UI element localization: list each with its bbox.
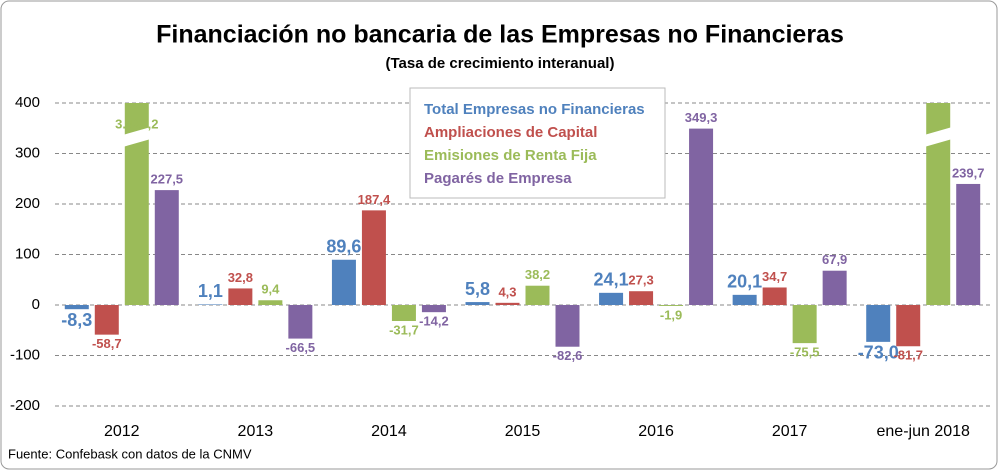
data-label: -82,6	[553, 348, 583, 363]
data-label: -75,5	[790, 345, 820, 360]
source-note: Fuente: Confebask con datos de la CNMV	[8, 446, 252, 461]
bar	[689, 128, 714, 305]
bar	[228, 288, 253, 305]
data-label: -14,2	[419, 314, 449, 329]
chart-title: Financiación no bancaria de las Empresas…	[156, 21, 844, 49]
bar	[659, 305, 684, 306]
data-label: 3.420,2	[115, 116, 158, 131]
bar	[465, 302, 490, 305]
data-label: -8,3	[61, 310, 92, 330]
bar	[124, 103, 149, 305]
data-label: -81,7	[893, 348, 923, 363]
bar	[956, 183, 981, 305]
data-label: -66,5	[286, 340, 316, 355]
legend-box	[409, 87, 666, 199]
y-tick-label: -100	[10, 346, 40, 363]
data-label: 20,1	[727, 272, 762, 292]
bar	[792, 305, 817, 344]
bar	[525, 285, 550, 305]
data-label: 4,3	[498, 284, 516, 299]
data-label: 349,3	[685, 110, 718, 125]
y-tick-label: 200	[15, 195, 40, 212]
data-label: 67,9	[822, 252, 847, 267]
data-label: 27,3	[628, 273, 653, 288]
bar	[599, 292, 624, 305]
data-label: -1,9	[660, 307, 682, 322]
bar	[258, 300, 283, 305]
x-tick-label: 2013	[238, 423, 274, 440]
data-label: 34,7	[762, 269, 787, 284]
x-tick-label: 2015	[505, 423, 541, 440]
bar	[154, 190, 179, 305]
data-label: -31,7	[389, 322, 419, 337]
y-tick-label: 300	[15, 144, 40, 161]
legend-label: Emisiones de Renta Fija	[424, 147, 597, 164]
legend-label: Pagarés de Empresa	[424, 170, 572, 187]
y-tick-label: 400	[15, 94, 40, 111]
bar	[94, 305, 119, 335]
x-tick-label: ene-jun 2018	[877, 423, 971, 440]
data-label: 9,4	[261, 282, 280, 297]
bar	[866, 305, 891, 342]
y-tick-label: -200	[10, 397, 40, 414]
data-label: 227,5	[151, 172, 184, 187]
bar	[64, 305, 89, 310]
data-label: 32,8	[228, 270, 253, 285]
bar	[762, 287, 787, 305]
bar	[629, 291, 654, 305]
data-label: -58,7	[92, 336, 122, 351]
bar	[896, 305, 921, 347]
x-tick-label: 2016	[638, 423, 674, 440]
bar	[198, 304, 223, 305]
legend: Total Empresas no Financieras Ampliacione…	[409, 87, 666, 199]
x-tick-label: 2012	[104, 423, 140, 440]
data-label: 38,2	[525, 267, 550, 282]
chart-subtitle: (Tasa de crecimiento interanual)	[386, 55, 615, 72]
data-label: 89,6	[326, 237, 361, 257]
data-label: 187,4	[358, 192, 391, 207]
data-label: -73,0	[858, 343, 899, 363]
bar	[331, 259, 356, 305]
axis-break	[924, 127, 953, 147]
data-label: 24,1	[594, 270, 629, 290]
data-label: 239,7	[952, 165, 985, 180]
data-label: 1,1	[198, 281, 223, 301]
bar	[391, 305, 416, 322]
data-label: 5,8	[465, 279, 490, 299]
bar	[288, 305, 313, 339]
bar	[421, 305, 446, 313]
y-tick-label: 100	[15, 245, 40, 262]
bar	[361, 210, 386, 305]
bar	[495, 302, 520, 305]
x-tick-label: 2014	[371, 423, 407, 440]
bar	[732, 294, 757, 305]
bar	[822, 270, 847, 305]
bar	[555, 305, 580, 347]
x-tick-label: 2017	[772, 423, 808, 440]
y-tick-label: 0	[32, 296, 40, 313]
legend-label: Total Empresas no Financieras	[424, 101, 645, 118]
legend-label: Ampliaciones de Capital	[424, 124, 597, 141]
axis-break	[122, 127, 151, 147]
